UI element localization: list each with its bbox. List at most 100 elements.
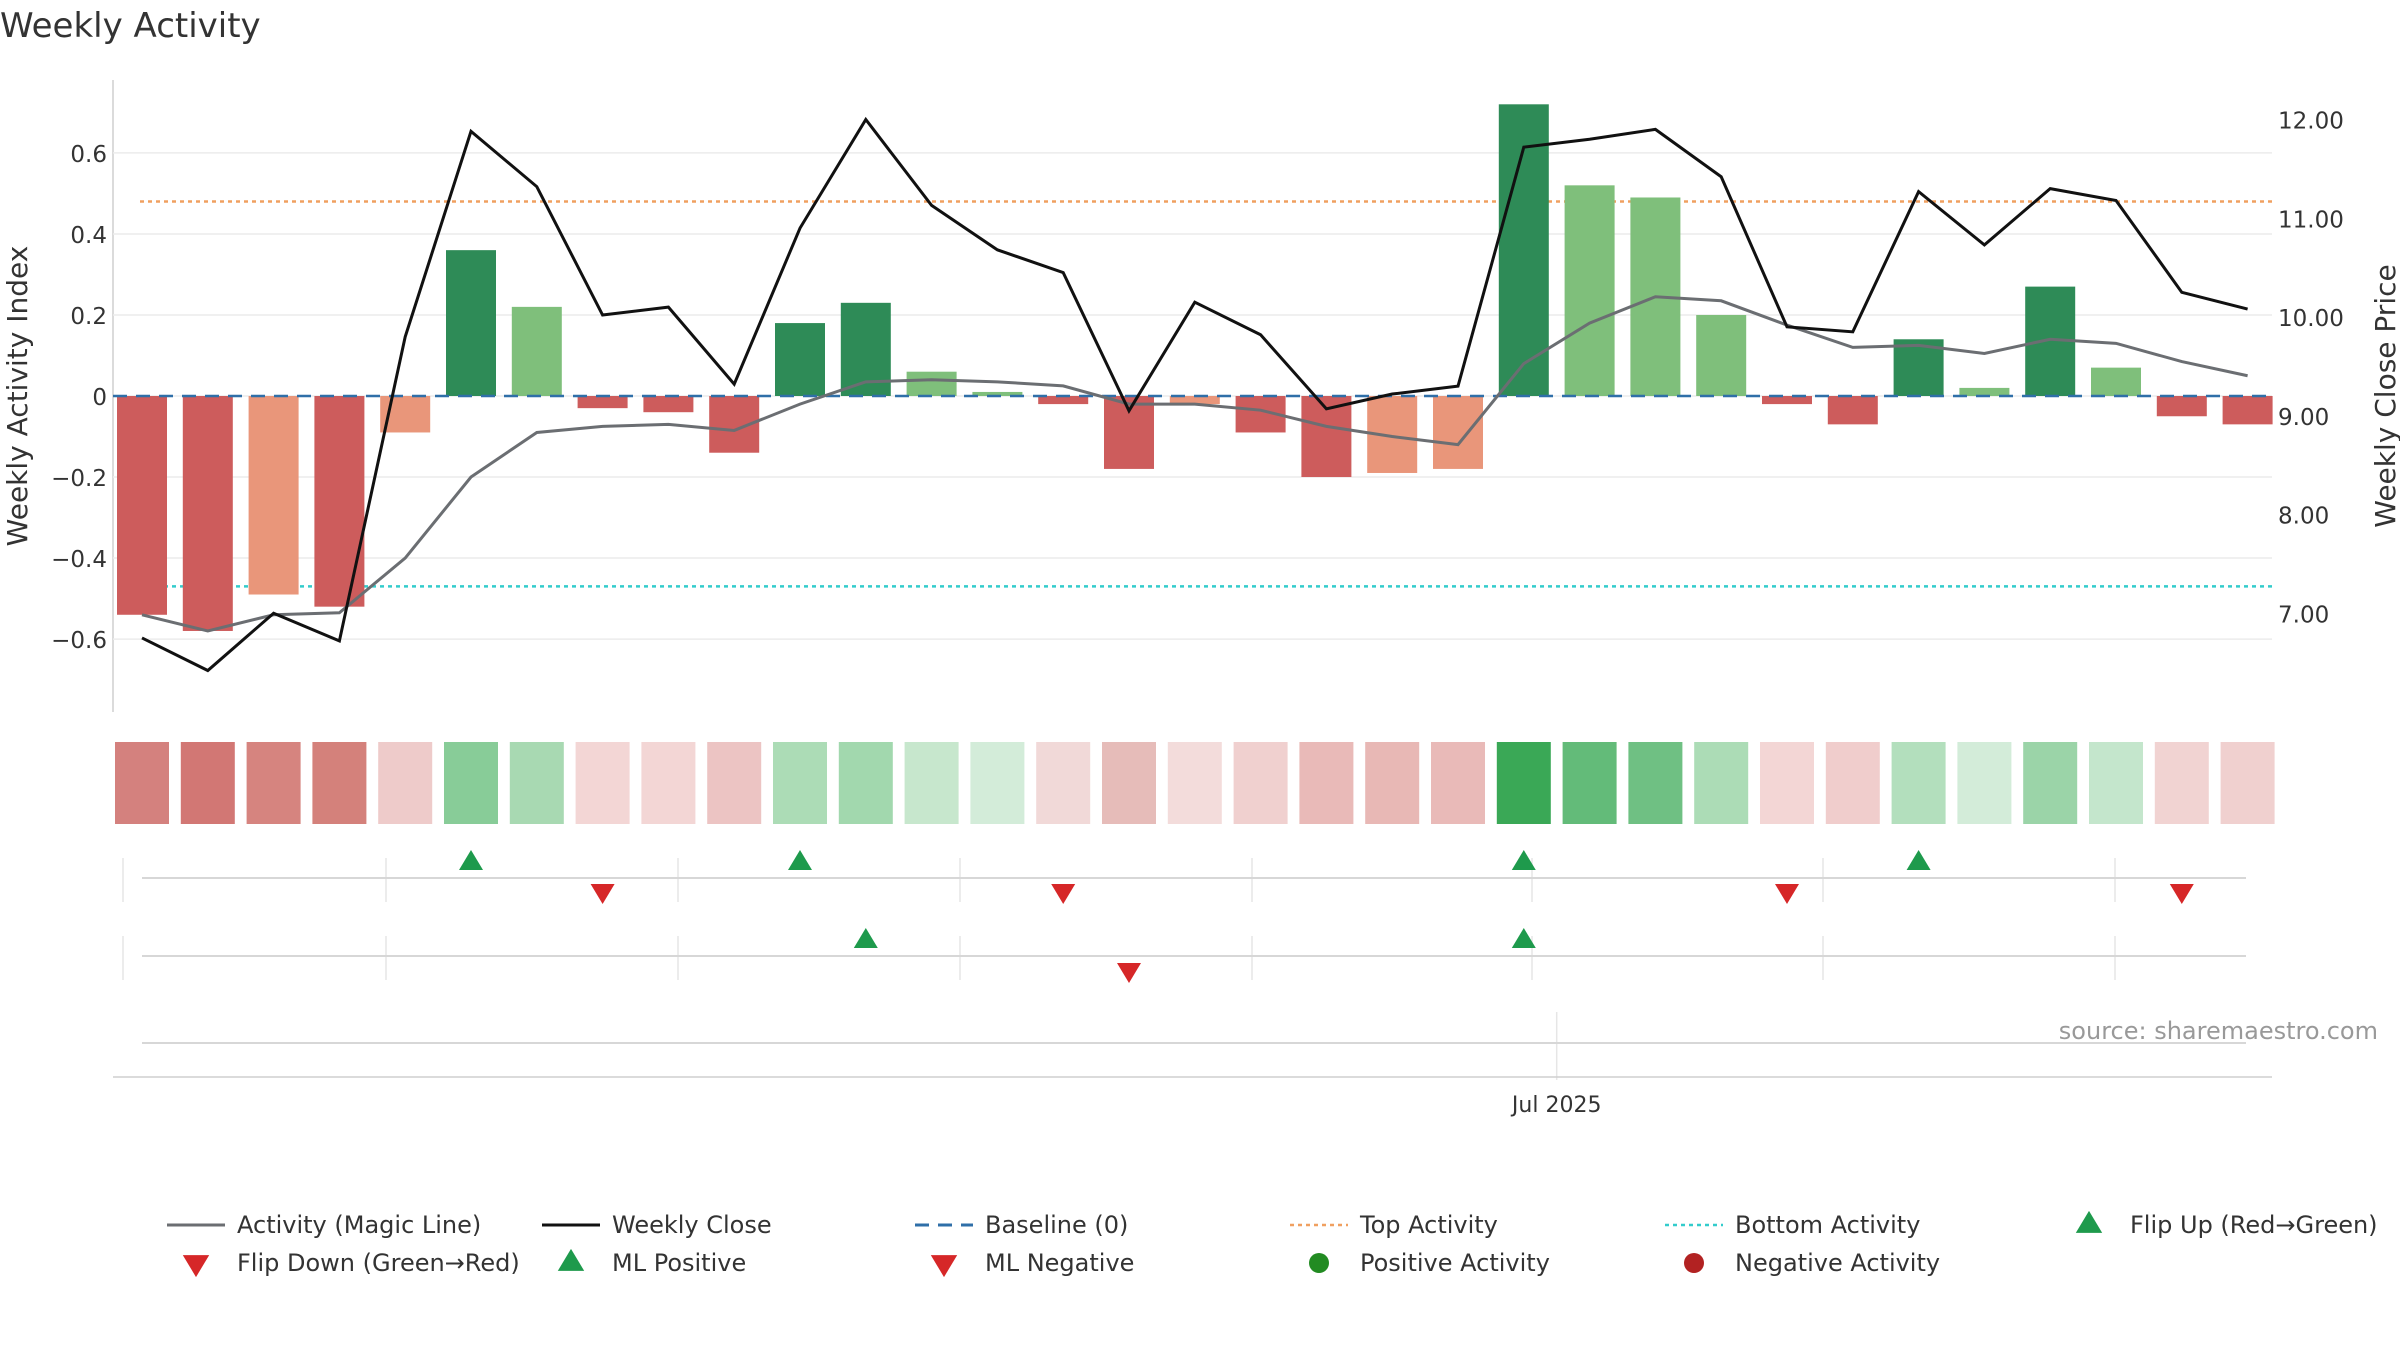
activity-bar [1827,396,1878,425]
legend-entry-bottom: Bottom Activity [1665,1211,1920,1239]
legend-label: Activity (Magic Line) [237,1211,481,1239]
activity-bar [2156,396,2207,417]
legend-label: Top Activity [1359,1211,1498,1239]
heat-cell [1102,742,1156,824]
heat-cell [575,742,630,824]
left-tick-label: −0.6 [51,628,107,654]
activity-bar [117,396,167,615]
left-axis-label: Weekly Activity Index [1,246,34,547]
heat-cell [838,742,893,824]
ml-signal-row [122,928,2246,983]
legend-entry-posact: Positive Activity [1309,1249,1550,1277]
heat-cell [1496,742,1551,824]
activity-bar [182,396,233,631]
right-tick-label: 10.00 [2278,306,2344,332]
legend: Activity (Magic Line) Weekly Close Baselin… [167,1210,2378,1278]
heat-cell [904,742,959,824]
legend-label: ML Negative [985,1249,1134,1277]
activity-bar [643,396,694,413]
chart-title: Weekly Activity [0,6,261,46]
activity-bar [446,250,496,396]
heat-cell [707,742,762,824]
legend-entry-negact: Negative Activity [1684,1249,1940,1277]
legend-entry-flipdown: Flip Down (Green→Red) [182,1249,520,1278]
activity-bar [1038,396,1089,405]
left-tick-label: −0.4 [51,547,107,573]
flip-down-marker [1775,884,1799,904]
legend-label: Flip Down (Green→Red) [237,1249,520,1277]
legend-entry-mlpos: ML Positive [557,1248,746,1277]
heat-cell [1365,742,1420,824]
weekly-close-series [141,116,2248,673]
source-label: source: sharemaestro.com [2059,1017,2378,1045]
legend-label: Weekly Close [612,1211,772,1239]
flip-up-marker [1906,850,1931,870]
right-tick-label: 7.00 [2278,602,2329,628]
heat-cell [1957,742,2012,824]
right-axis-label: Weekly Close Price [2369,264,2400,527]
right-tick-label: 11.00 [2278,207,2344,233]
ml-positive-marker [1511,928,1536,948]
legend-swatch [557,1248,585,1271]
activity-bar [972,391,1023,396]
activity-bar [775,323,825,396]
activity-heat-strip [115,742,2275,824]
activity-bar [2222,396,2273,425]
heat-cell [246,742,301,824]
heat-cell [2220,742,2275,824]
flip-signal-row [122,850,2246,904]
left-tick-label: 0.4 [70,223,107,249]
right-tick-label: 9.00 [2278,405,2329,431]
ml-positive-marker [853,928,878,948]
legend-entry-mlneg: ML Negative [930,1249,1134,1278]
time-axis-row: Jul 2025 [113,1012,2272,1118]
activity-bar [314,396,365,607]
legend-label: Negative Activity [1735,1249,1940,1277]
activity-bar [511,306,562,396]
left-tick-label: 0.2 [70,304,107,330]
legend-label: Bottom Activity [1735,1211,1920,1239]
x-tick-label: Jul 2025 [1510,1093,1602,1118]
heat-cell [509,742,564,824]
right-tick-label: 12.00 [2278,109,2344,135]
legend-swatch [1309,1253,1329,1273]
heat-cell [1694,742,1749,824]
activity-bar [1959,387,2010,396]
activity-bar [248,396,299,595]
flip-up-marker [1511,850,1536,870]
legend-entry-flipup: Flip Up (Red→Green) [2075,1210,2378,1239]
right-tick-label: 8.00 [2278,504,2329,530]
magic-line-series [141,295,2248,633]
heat-cell [2089,742,2143,824]
heat-cell [378,742,433,824]
ml-negative-marker [1117,963,1141,983]
activity-bar [577,396,628,409]
flip-down-marker [590,884,615,904]
flip-up-marker [459,850,483,870]
heat-cell [641,742,696,824]
legend-entry-close: Weekly Close [542,1211,772,1239]
activity-bar [1104,396,1154,469]
heat-cell [180,742,235,824]
heat-cell [1628,742,1683,824]
flip-up-marker [788,850,812,870]
activity-bar [1696,314,1747,396]
activity-bars [117,104,2273,631]
heat-cell [1825,742,1880,824]
heat-cell [1167,742,1222,824]
heat-cell [970,742,1025,824]
legend-entry-top: Top Activity [1290,1211,1498,1239]
left-tick-label: 0 [92,385,107,411]
heat-cell [1233,742,1288,824]
reference-lines [140,200,2272,588]
left-axis-ticks: 0.6 0.4 0.2 0 −0.2 −0.4 −0.6 [51,142,107,654]
legend-swatch [182,1255,210,1278]
left-tick-label: 0.6 [70,142,107,168]
flip-down-marker [1051,884,1076,904]
activity-bar [1433,396,1483,469]
heat-cell [2023,742,2078,824]
heat-cell [312,742,367,824]
legend-label: Positive Activity [1360,1249,1550,1277]
activity-bar [906,371,957,396]
